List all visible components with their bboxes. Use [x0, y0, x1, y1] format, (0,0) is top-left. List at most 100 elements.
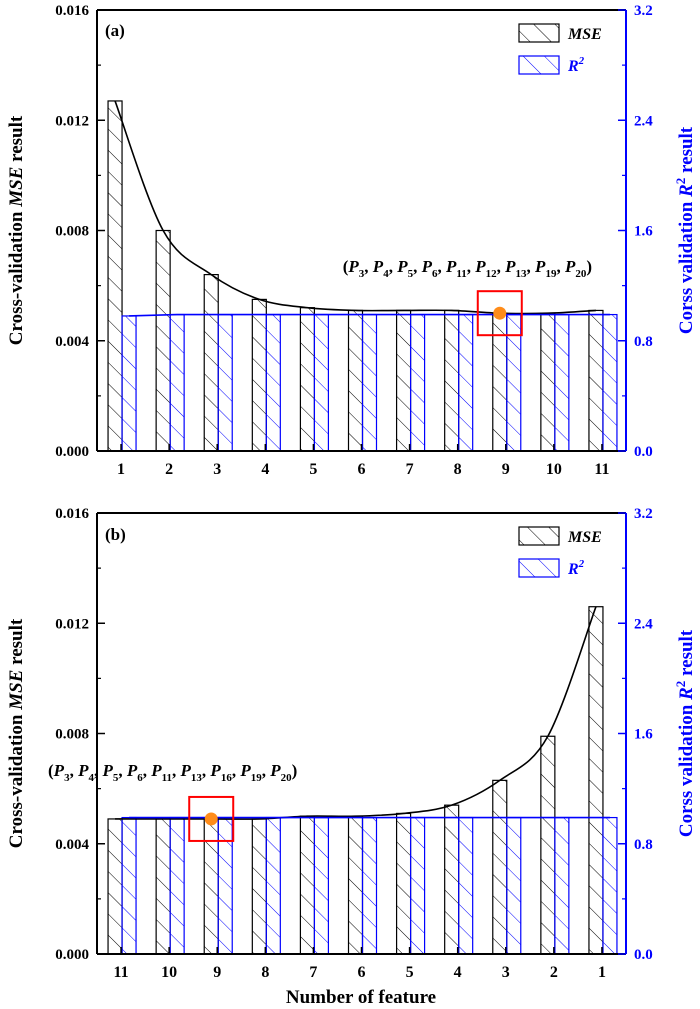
- x-tick-label: 11: [594, 461, 609, 478]
- r2-bar: [265, 816, 281, 955]
- r2-bar: [458, 816, 474, 955]
- left-tick-label: 0.016: [55, 506, 89, 522]
- legend-mse-swatch: [518, 526, 560, 546]
- r2-bar: [602, 816, 618, 955]
- highlight-box: [188, 795, 235, 842]
- chart-panel-a: 0.000 0.004 0.008 0.012 0.016 0.0 0.8 1.6 2.4 3.2…: [6, 3, 697, 478]
- left-tick-label: 0.012: [55, 616, 89, 632]
- x-tick-label: 10: [161, 964, 177, 981]
- x-tick-label: 4: [454, 964, 462, 981]
- r2-bar: [121, 315, 137, 452]
- right-tick-label: 3.2: [634, 506, 653, 522]
- highlight-box: [476, 290, 523, 337]
- legend-mse-label: MSE: [567, 529, 602, 546]
- mse-bar: [347, 815, 364, 955]
- mse-bar: [155, 229, 171, 452]
- mse-bar: [299, 307, 316, 452]
- x-tick-label: 2: [165, 461, 173, 478]
- r2-bar: [506, 816, 522, 955]
- mse-bar: [540, 735, 556, 955]
- r2-bar: [265, 313, 281, 452]
- x-tick-label: 5: [406, 964, 414, 981]
- chart-panel-b: 0.000 0.004 0.008 0.012 0.016 0.0 0.8 1.6 2.4 3.2…: [6, 506, 697, 981]
- panel-label: (b): [105, 525, 126, 544]
- r2-bar: [217, 313, 233, 452]
- r2-bar: [121, 816, 137, 955]
- r2-bar: [554, 816, 570, 955]
- r2-bar: [361, 313, 378, 452]
- mse-bar: [492, 779, 508, 955]
- mse-bar: [299, 815, 316, 955]
- r2-bar: [313, 816, 330, 955]
- mse-trend-line: [115, 606, 597, 820]
- x-tick-label: 9: [502, 461, 510, 478]
- x-tick-label: 7: [406, 461, 414, 478]
- r2-bar: [602, 313, 618, 452]
- legend-r2-label: R2: [567, 558, 585, 578]
- right-axis-title: Corss validation R2 result: [673, 126, 697, 334]
- mse-bar: [107, 100, 123, 452]
- left-tick-label: 0.004: [55, 334, 89, 350]
- mse-bar: [251, 818, 267, 955]
- r2-bar: [169, 313, 185, 452]
- right-tick-label: 0.0: [634, 947, 653, 963]
- r2-bar: [409, 816, 426, 955]
- right-tick-label: 0.0: [634, 444, 653, 460]
- r2-bar: [361, 816, 378, 955]
- right-axis-title: Corss validation R2 result: [673, 629, 697, 837]
- legend-r2-label: R2: [567, 55, 585, 75]
- right-tick-label: 3.2: [634, 3, 653, 19]
- mse-bar: [588, 606, 604, 955]
- x-axis-title: Number of feature: [286, 987, 436, 1008]
- mse-bar: [107, 818, 123, 955]
- mse-bar: [588, 309, 604, 452]
- r2-bar: [458, 313, 474, 452]
- highlight-point: [204, 812, 218, 826]
- mse-bar: [203, 818, 219, 955]
- x-tick-label: 1: [598, 964, 606, 981]
- legend-mse-swatch: [518, 23, 560, 43]
- x-tick-label: 7: [309, 964, 317, 981]
- x-tick-label: 6: [358, 461, 366, 478]
- r2-trend-line: [129, 313, 610, 317]
- left-tick-label: 0.016: [55, 3, 89, 19]
- r2-bar: [554, 313, 570, 452]
- x-tick-label: 2: [550, 964, 558, 981]
- x-tick-label: 3: [502, 964, 510, 981]
- legend-mse-label: MSE: [567, 26, 602, 43]
- mse-bar: [347, 309, 364, 452]
- r2-bar: [217, 816, 233, 955]
- mse-trend-line: [114, 100, 597, 315]
- r2-bar: [313, 313, 330, 452]
- x-tick-label: 11: [113, 964, 128, 981]
- legend-r2-swatch: [518, 55, 560, 75]
- selected-features-annotation: (P3​, P4​, P5​, P6​, P11​, P12​, P13​, P…: [343, 257, 592, 280]
- mse-bar: [203, 274, 219, 452]
- left-tick-label: 0.000: [55, 444, 89, 460]
- mse-bar: [444, 309, 460, 452]
- mse-bar: [492, 312, 508, 452]
- left-tick-label: 0.004: [55, 837, 89, 853]
- x-tick-label: 4: [261, 461, 269, 478]
- x-tick-label: 10: [546, 461, 562, 478]
- mse-bar: [395, 812, 412, 955]
- selected-features-annotation: (P3​, P4​, P5​, P6​, P11​, P13​, P16​, P…: [48, 761, 297, 784]
- left-tick-label: 0.012: [55, 113, 89, 129]
- right-tick-label: 0.8: [634, 334, 653, 350]
- panel-label: (a): [105, 21, 125, 40]
- r2-bar: [409, 313, 426, 452]
- mse-bar: [395, 309, 412, 452]
- right-tick-label: 1.6: [634, 224, 653, 240]
- left-axis-title: Cross-validation MSE result: [6, 618, 27, 848]
- r2-bar: [169, 816, 185, 955]
- mse-bar: [251, 298, 267, 452]
- x-tick-label: 8: [261, 964, 269, 981]
- mse-bar: [444, 804, 460, 955]
- mse-bar: [155, 818, 171, 955]
- x-tick-label: 8: [454, 461, 462, 478]
- x-tick-label: 3: [213, 461, 221, 478]
- mse-bar: [540, 312, 556, 452]
- x-tick-label: 9: [213, 964, 221, 981]
- highlight-point: [493, 306, 507, 320]
